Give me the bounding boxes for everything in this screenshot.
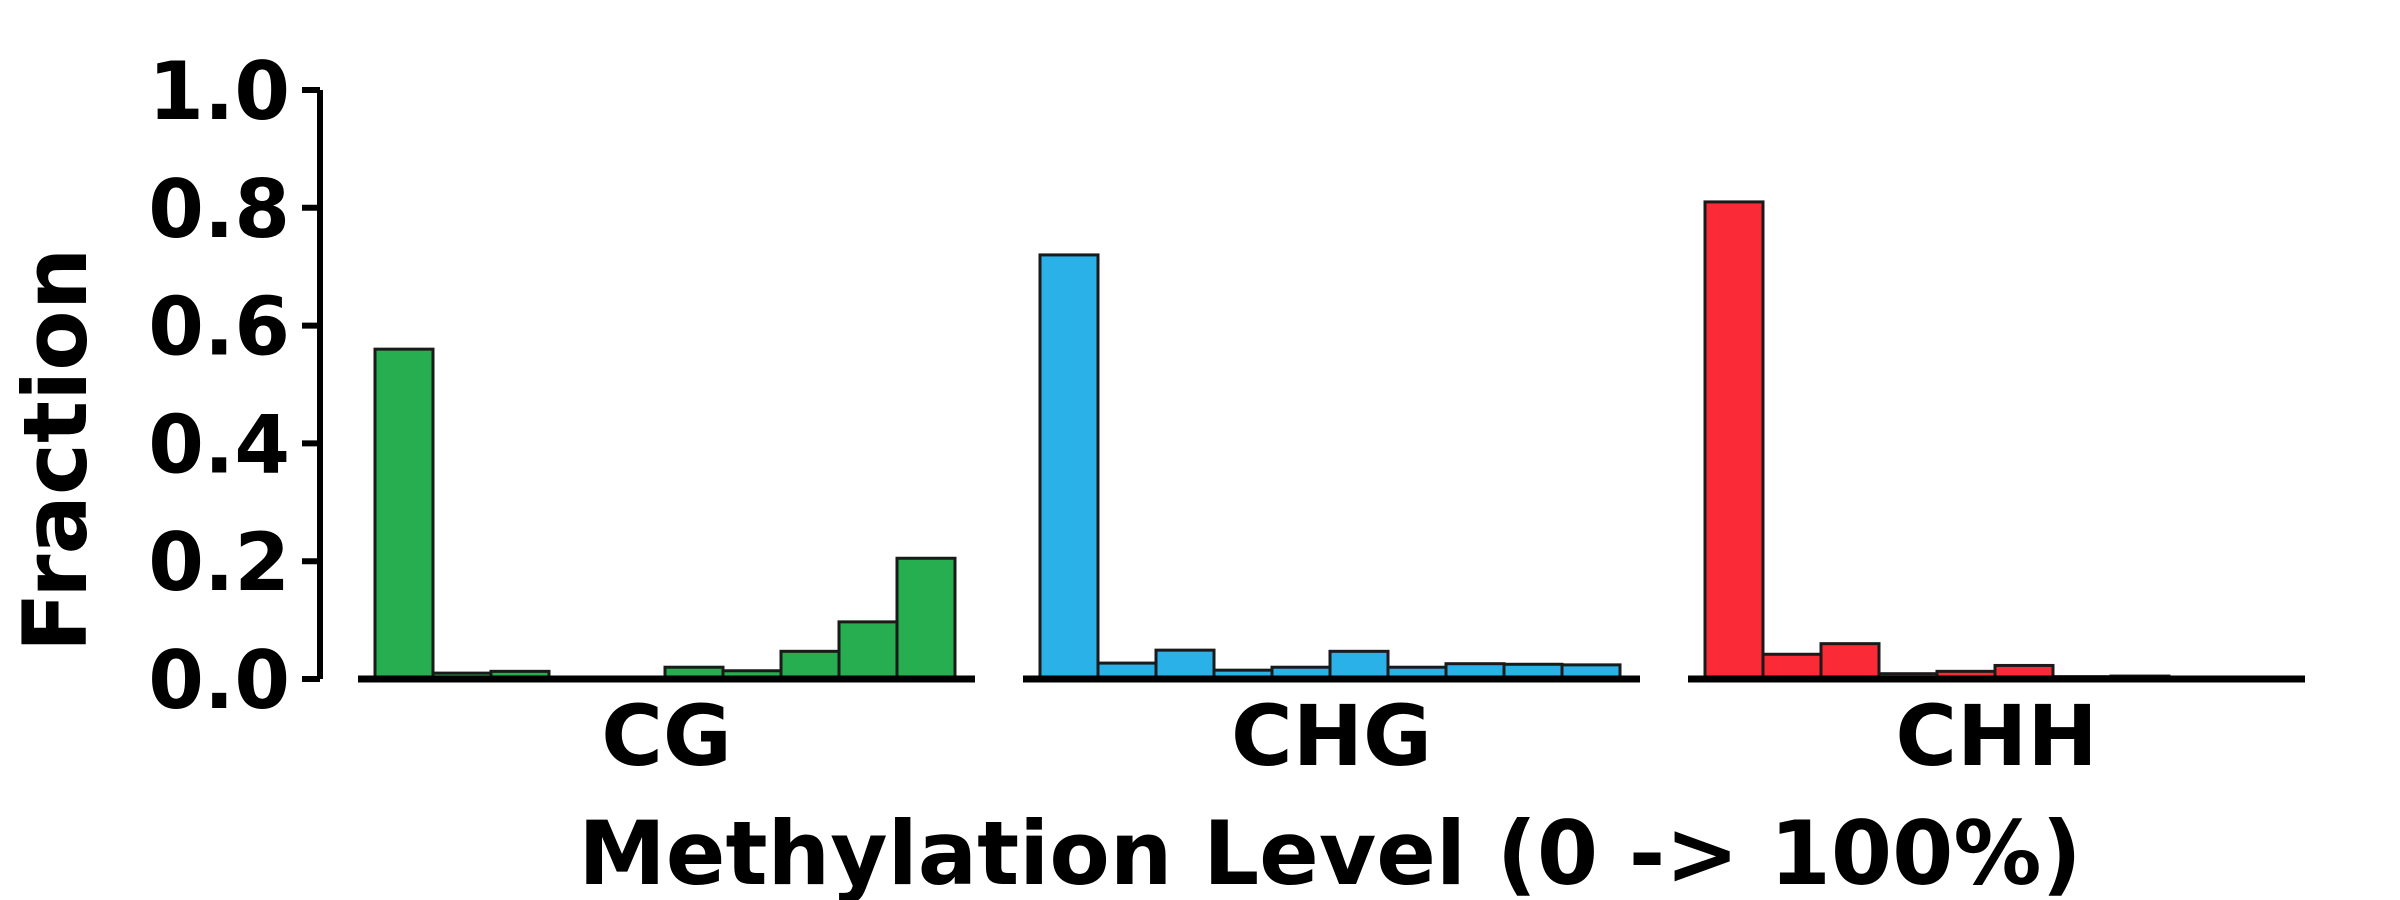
group-label-cg: CG [601,687,732,785]
bar-chh [1703,200,1765,681]
y-axis: 0.0 0.2 0.4 0.6 0.8 1.0 [148,45,323,727]
bar-chh [1761,652,1823,681]
y-tick-label: 0.6 [148,281,290,374]
bar-cg [895,556,957,681]
bar-chg [1038,253,1100,681]
bar-cg [779,649,841,681]
bar-chg [1328,649,1390,681]
y-axis-title: Fraction [4,248,107,653]
group-labels: CG CHG CHH [601,687,2097,785]
y-tick-label: 1.0 [148,45,290,138]
y-tick-label: 0.2 [148,516,290,609]
bar-cg [373,347,435,681]
bar-chh [1819,642,1881,681]
x-axis-title: Methylation Level (0 -> 100%) [578,802,2082,900]
group-label-chh: CHH [1895,687,2097,785]
group-label-chg: CHG [1231,687,1432,785]
y-tick-label: 0.0 [148,634,290,727]
bar-cg [837,620,899,681]
y-tick-label: 0.8 [148,163,290,256]
bars [373,200,2287,681]
y-tick-label: 0.4 [148,398,290,491]
bar-chg [1154,648,1216,681]
